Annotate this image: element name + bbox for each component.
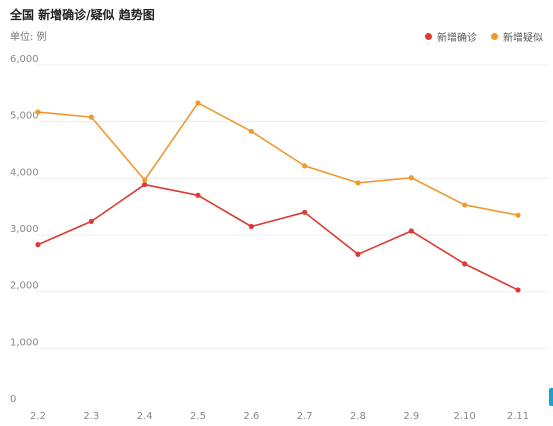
- legend: 新增确诊 新增疑似: [425, 29, 543, 44]
- data-point-confirmed: [142, 181, 148, 188]
- data-point-confirmed: [302, 209, 308, 215]
- x-tick-label: 2.5: [190, 411, 206, 422]
- x-tick-label: 2.7: [297, 411, 313, 422]
- data-point-suspected: [462, 202, 468, 208]
- data-point-suspected: [88, 114, 94, 120]
- edge-tab[interactable]: [549, 388, 553, 406]
- data-point-confirmed: [195, 192, 201, 198]
- legend-item-confirmed[interactable]: 新增确诊: [425, 29, 477, 44]
- data-point-confirmed: [408, 228, 414, 234]
- data-point-suspected: [142, 177, 148, 183]
- x-tick-label: 2.3: [83, 411, 99, 422]
- legend-dot-suspected: [491, 33, 498, 40]
- data-point-suspected: [408, 175, 414, 181]
- y-tick-label: 6,000: [10, 54, 39, 65]
- y-tick-label: 0: [10, 394, 16, 405]
- x-tick-label: 2.9: [403, 411, 419, 422]
- data-point-confirmed: [355, 251, 361, 257]
- data-point-confirmed: [248, 223, 254, 230]
- data-point-suspected: [195, 100, 201, 106]
- x-tick-label: 2.11: [507, 411, 529, 422]
- x-tick-label: 2.8: [350, 411, 366, 422]
- y-tick-label: 1,000: [10, 337, 39, 348]
- y-tick-label: 2,000: [10, 281, 39, 292]
- x-tick-label: 2.4: [137, 411, 153, 422]
- chart-title: 全国 新增确诊/疑似 趋势图: [10, 8, 155, 22]
- y-tick-label: 3,000: [10, 224, 39, 235]
- data-point-suspected: [248, 128, 254, 134]
- data-point-confirmed: [88, 218, 94, 224]
- data-point-confirmed: [515, 287, 521, 293]
- y-tick-label: 5,000: [10, 111, 39, 122]
- legend-dot-confirmed: [425, 33, 432, 40]
- series-line-confirmed: [37, 183, 519, 291]
- data-point-confirmed: [35, 242, 41, 248]
- data-point-confirmed: [462, 261, 468, 267]
- unit-label: 单位: 例: [10, 32, 47, 43]
- x-tick-label: 2.6: [243, 411, 259, 422]
- legend-item-suspected[interactable]: 新增疑似: [491, 29, 543, 44]
- data-point-suspected: [515, 212, 521, 218]
- data-point-suspected: [35, 109, 41, 115]
- series-line-suspected: [37, 102, 519, 216]
- x-tick-label: 2.10: [454, 411, 476, 422]
- legend-label-confirmed: 新增确诊: [437, 33, 477, 44]
- legend-label-suspected: 新增疑似: [503, 33, 543, 44]
- data-point-suspected: [302, 163, 308, 169]
- data-point-suspected: [355, 180, 361, 186]
- y-tick-label: 4,000: [10, 167, 39, 178]
- x-tick-label: 2.2: [30, 411, 46, 422]
